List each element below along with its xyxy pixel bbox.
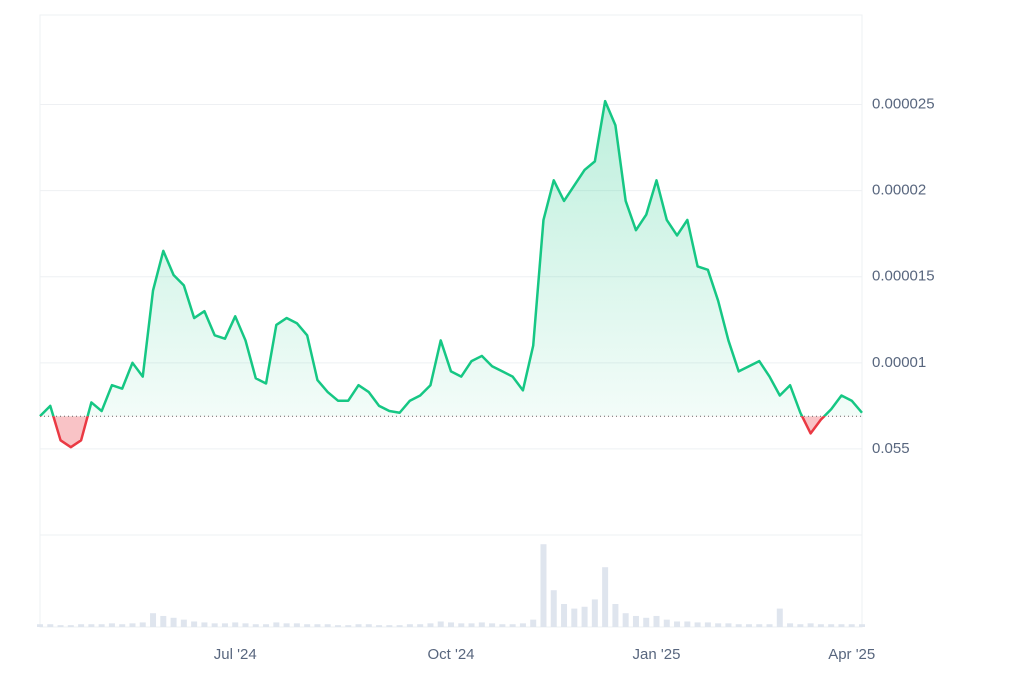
volume-bar bbox=[653, 615, 660, 627]
y-tick-label: 0.055 bbox=[872, 440, 910, 457]
volume-bar bbox=[591, 599, 598, 627]
volume-bar bbox=[725, 623, 732, 627]
volume-bar bbox=[807, 623, 814, 627]
volume-bar bbox=[252, 624, 259, 627]
volume-bar bbox=[88, 624, 95, 627]
volume-bar bbox=[386, 625, 393, 627]
volume-bar bbox=[57, 625, 64, 627]
volume-bar bbox=[530, 619, 537, 627]
volume-bar bbox=[519, 623, 526, 627]
volume-bar bbox=[663, 619, 670, 627]
volume-bar bbox=[324, 624, 331, 627]
volume-bar bbox=[211, 623, 218, 627]
volume-bar bbox=[427, 623, 434, 627]
volume-bar bbox=[376, 625, 383, 627]
x-tick-label: Apr '25 bbox=[828, 646, 875, 663]
volume-bar bbox=[859, 624, 865, 627]
volume-bar bbox=[643, 617, 650, 627]
volume-bar bbox=[694, 622, 701, 627]
volume-bar bbox=[489, 623, 496, 627]
y-tick-label: 0.00001 bbox=[872, 354, 926, 371]
volume-bar bbox=[776, 608, 783, 627]
volume-bar bbox=[674, 621, 681, 627]
volume-bar bbox=[704, 622, 711, 627]
volume-bar bbox=[458, 623, 465, 627]
volume-bar bbox=[170, 617, 177, 627]
x-tick-label: Jul '24 bbox=[214, 646, 257, 663]
volume-bar bbox=[612, 604, 619, 627]
volume-bar bbox=[283, 623, 290, 627]
y-tick-label: 0.000025 bbox=[872, 96, 935, 113]
volume-bar bbox=[263, 624, 270, 627]
volume-bar bbox=[756, 624, 763, 627]
volume-bar bbox=[201, 622, 208, 627]
volume-bar bbox=[448, 622, 454, 627]
volume-bar bbox=[571, 608, 578, 627]
volume-bar bbox=[191, 621, 198, 627]
area-up bbox=[40, 101, 862, 417]
volume-bar bbox=[242, 623, 249, 627]
x-tick-label: Jan '25 bbox=[633, 646, 681, 663]
volume-bar bbox=[715, 623, 722, 627]
volume-bar bbox=[345, 625, 352, 627]
volume-bar bbox=[437, 621, 444, 627]
volume-bar bbox=[478, 622, 485, 627]
volume-bar bbox=[334, 625, 341, 627]
volume-bar bbox=[817, 624, 824, 627]
volume-bar bbox=[108, 623, 115, 627]
volume-bar bbox=[468, 623, 475, 627]
volume-bar bbox=[273, 622, 280, 627]
volume-bar bbox=[499, 624, 506, 627]
volume-bar bbox=[417, 624, 424, 627]
volume-bar bbox=[550, 590, 557, 627]
volume-bar bbox=[509, 624, 516, 627]
volume-bar bbox=[838, 624, 845, 627]
volume-bar bbox=[622, 613, 629, 627]
volume-bar bbox=[119, 624, 126, 627]
volume-bar bbox=[129, 623, 136, 627]
volume-bar bbox=[47, 624, 54, 627]
volume-bar bbox=[540, 544, 547, 627]
volume-bar bbox=[684, 621, 691, 627]
volume-bar bbox=[221, 623, 228, 627]
volume-bar bbox=[797, 624, 804, 627]
y-tick-label: 0.00002 bbox=[872, 182, 926, 199]
volume-bar bbox=[632, 615, 639, 627]
price-line-up bbox=[39, 99, 863, 417]
volume-bar bbox=[581, 606, 588, 627]
volume-bar bbox=[602, 567, 609, 627]
volume-bar bbox=[232, 622, 239, 627]
volume-bar bbox=[314, 624, 321, 627]
volume-bar bbox=[365, 624, 372, 627]
volume-bar bbox=[98, 624, 105, 627]
volume-bar bbox=[67, 625, 74, 627]
x-tick-label: Oct '24 bbox=[427, 646, 474, 663]
volume-bar bbox=[180, 619, 187, 627]
volume-bar bbox=[150, 613, 157, 627]
volume-bar bbox=[787, 623, 794, 627]
volume-bar bbox=[828, 624, 835, 627]
volume-bar bbox=[37, 624, 43, 627]
volume-bar bbox=[406, 624, 413, 627]
volume-bar bbox=[766, 624, 773, 627]
volume-bar bbox=[304, 624, 311, 627]
volume-bar bbox=[293, 623, 300, 627]
volume-bar bbox=[745, 624, 752, 627]
volume-bar bbox=[848, 624, 855, 627]
volume-bar bbox=[561, 604, 568, 627]
y-tick-label: 0.000015 bbox=[872, 268, 935, 285]
volume-bar bbox=[160, 615, 167, 627]
volume-bar bbox=[396, 625, 403, 627]
volume-bar bbox=[78, 624, 85, 627]
volume-bar bbox=[139, 622, 146, 627]
volume-bar bbox=[735, 624, 742, 627]
volume-bar bbox=[355, 624, 362, 627]
